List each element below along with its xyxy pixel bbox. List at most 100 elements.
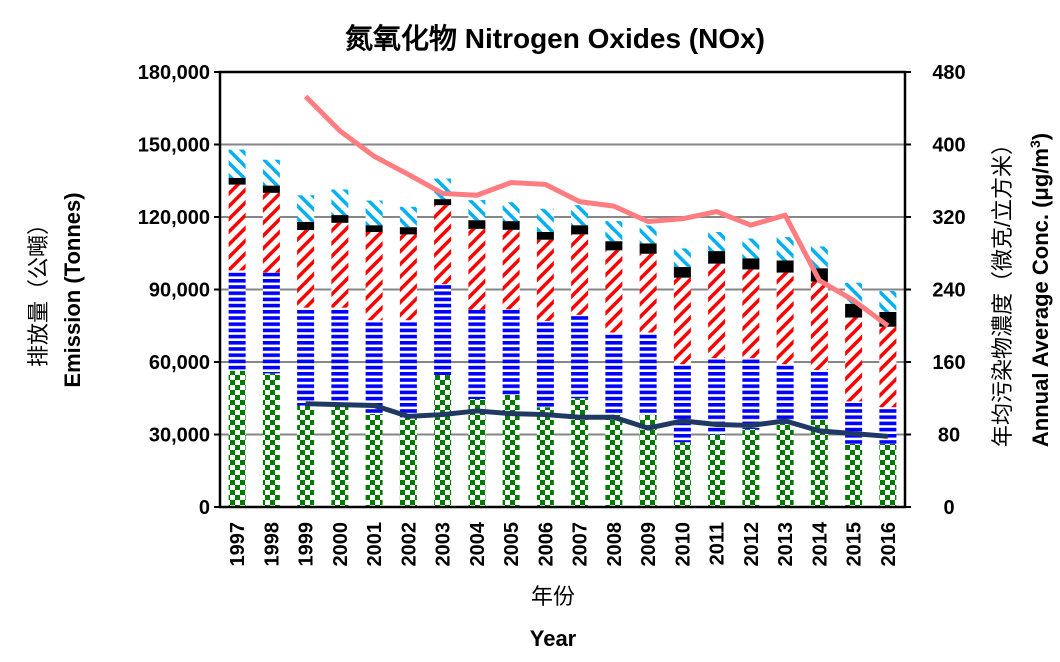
line-series-0 xyxy=(306,96,888,325)
chart-title: 氮氧化物 Nitrogen Oxides (NOx) xyxy=(345,23,765,54)
bar-segment-2003-0 xyxy=(434,375,451,507)
bar-segment-2012-0 xyxy=(742,429,759,507)
bar-segment-2007-4 xyxy=(571,205,588,225)
bar-segment-1999-3 xyxy=(297,222,314,230)
bar-segment-2013-0 xyxy=(777,424,794,507)
bar-segment-2004-3 xyxy=(468,220,485,229)
x-tick-label: 2009 xyxy=(638,522,660,567)
x-tick-label: 1997 xyxy=(227,522,249,567)
x-tick-label: 2016 xyxy=(878,522,900,567)
y-tick-label: 0 xyxy=(199,497,210,519)
line-series-1 xyxy=(306,404,888,437)
y-tick-label: 120,000 xyxy=(138,207,210,229)
bar-segment-2004-0 xyxy=(468,399,485,507)
bar-segment-2004-4 xyxy=(468,200,485,220)
bar-segment-2002-0 xyxy=(400,417,417,507)
bar-segment-1998-1 xyxy=(263,273,280,374)
bar-segment-2002-4 xyxy=(400,207,417,227)
bars xyxy=(229,150,897,507)
bar-segment-2001-3 xyxy=(366,225,383,232)
x-tick-label: 2001 xyxy=(364,522,386,567)
bar-segment-2009-3 xyxy=(640,243,657,253)
bar-segment-2002-2 xyxy=(400,234,417,320)
bar-segment-2008-0 xyxy=(605,415,622,507)
bar-segment-2010-3 xyxy=(674,267,691,278)
bar-segment-2010-0 xyxy=(674,442,691,507)
bar-segment-2010-4 xyxy=(674,248,691,267)
bar-segment-2014-2 xyxy=(811,282,828,370)
bar-segment-1999-4 xyxy=(297,195,314,222)
x-axis-label: Year xyxy=(530,626,577,651)
bar-segment-2016-2 xyxy=(879,327,896,407)
bar-segment-1997-0 xyxy=(229,371,246,507)
bar-segment-2013-3 xyxy=(777,261,794,273)
x-tick-label: 1998 xyxy=(261,522,283,567)
y2-tick-label: 160 xyxy=(932,352,965,374)
bar-segment-2001-0 xyxy=(366,414,383,507)
y-tick-label: 30,000 xyxy=(149,425,210,447)
bar-segment-2006-2 xyxy=(537,240,554,321)
bar-segment-2016-4 xyxy=(879,291,896,312)
bar-segment-2012-2 xyxy=(742,269,759,358)
bar-segment-2008-1 xyxy=(605,333,622,415)
bar-segment-2002-3 xyxy=(400,227,417,234)
bar-segment-2013-2 xyxy=(777,273,794,365)
bar-segment-2008-2 xyxy=(605,250,622,332)
bar-segment-2001-1 xyxy=(366,320,383,414)
x-tick-label: 2004 xyxy=(467,521,489,566)
y2-tick-label: 480 xyxy=(932,62,965,84)
y2-axis-label: Annual Average Conc. (μg/m3) xyxy=(1027,133,1053,447)
bar-segment-1998-3 xyxy=(263,186,280,193)
y-tick-label: 90,000 xyxy=(149,280,210,302)
bar-segment-2015-1 xyxy=(845,401,862,444)
bar-segment-2005-3 xyxy=(503,221,520,230)
bar-segment-2001-4 xyxy=(366,201,383,226)
bar-segment-1999-2 xyxy=(297,230,314,308)
y2-tick-label: 80 xyxy=(938,425,960,447)
bar-segment-2000-0 xyxy=(331,406,348,508)
x-tick-label: 2000 xyxy=(330,522,352,567)
y-tick-label: 180,000 xyxy=(138,62,210,84)
bar-segment-2007-3 xyxy=(571,225,588,234)
x-tick-label: 2012 xyxy=(741,522,763,567)
bar-segment-2002-1 xyxy=(400,320,417,417)
bar-segment-2006-4 xyxy=(537,209,554,232)
bar-segment-2000-4 xyxy=(331,189,348,215)
y2-axis-label-zh: 年均污染物濃度（微克/立方米） xyxy=(990,133,1015,447)
bar-segment-2011-3 xyxy=(708,251,725,264)
bar-segment-2006-0 xyxy=(537,407,554,507)
bar-segment-2003-3 xyxy=(434,199,451,205)
bar-segment-1997-2 xyxy=(229,185,246,271)
bar-segment-2015-2 xyxy=(845,318,862,402)
y2-tick-label: 320 xyxy=(932,207,965,229)
bar-segment-1998-2 xyxy=(263,193,280,273)
bar-segment-2006-3 xyxy=(537,232,554,240)
y-axis-label: Emission (Tonnes) xyxy=(60,192,85,387)
x-tick-label: 1999 xyxy=(296,522,318,567)
y2-tick-label: 0 xyxy=(943,497,954,519)
x-tick-label: 2010 xyxy=(672,522,694,567)
bar-segment-2000-2 xyxy=(331,223,348,308)
bar-segment-1998-0 xyxy=(263,373,280,507)
bar-segment-2011-4 xyxy=(708,232,725,251)
bar-segment-2007-1 xyxy=(571,315,588,398)
bar-segment-2012-1 xyxy=(742,358,759,429)
bar-segment-2016-1 xyxy=(879,407,896,444)
x-tick-label: 2007 xyxy=(570,522,592,567)
bar-segment-2008-4 xyxy=(605,221,622,241)
x-tick-label: 2003 xyxy=(433,522,455,567)
x-tick-label: 2005 xyxy=(501,522,523,567)
bar-segment-2005-4 xyxy=(503,202,520,221)
bar-segment-2003-1 xyxy=(434,284,451,375)
bar-segment-2012-3 xyxy=(742,258,759,269)
y-tick-label: 150,000 xyxy=(138,135,210,157)
x-tick-label: 2015 xyxy=(844,522,866,567)
bar-segment-2000-3 xyxy=(331,215,348,223)
bar-segment-2008-3 xyxy=(605,241,622,250)
bar-segment-2009-4 xyxy=(640,225,657,243)
bar-segment-2003-2 xyxy=(434,205,451,284)
y2-tick-label: 240 xyxy=(932,280,965,302)
y-tick-label: 60,000 xyxy=(149,352,210,374)
x-tick-label: 2011 xyxy=(707,522,729,565)
